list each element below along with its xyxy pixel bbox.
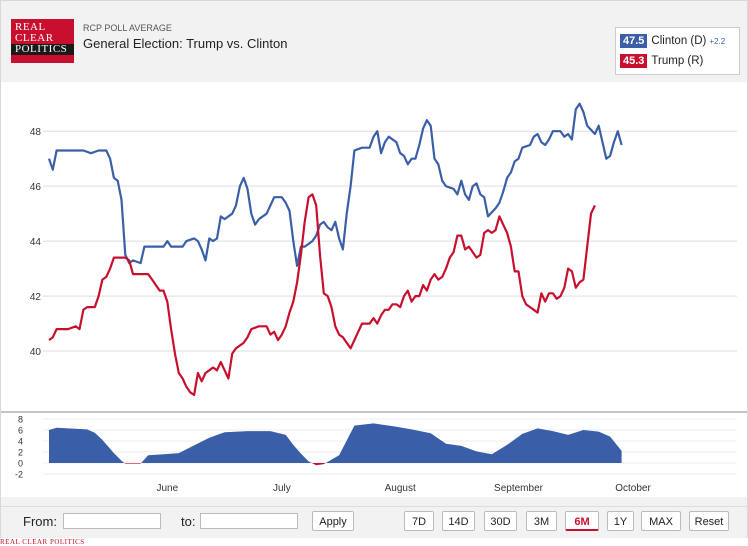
range-6m-button[interactable]: 6M	[565, 511, 599, 531]
y-tick-label: 46	[30, 182, 42, 193]
page-title: General Election: Trump vs. Clinton	[83, 36, 288, 51]
chart-legend: 47.5 Clinton (D) +2.2 45.3 Trump (R)	[615, 27, 740, 75]
x-tick-label: July	[273, 483, 291, 494]
spread-y-tick-label: -2	[15, 470, 23, 480]
legend-spread: +2.2	[709, 36, 726, 46]
legend-name-clinton: Clinton (D)	[651, 35, 707, 47]
y-tick-label: 44	[30, 237, 42, 248]
apply-button[interactable]: Apply	[312, 511, 354, 531]
to-label: to:	[181, 514, 196, 529]
range-1y-button[interactable]: 1Y	[607, 511, 634, 531]
from-label: From:	[23, 514, 57, 529]
range-max-button[interactable]: MAX	[641, 511, 681, 531]
spread-y-tick-label: 6	[18, 426, 23, 436]
spread-y-tick-label: 4	[18, 437, 23, 447]
x-tick-label: September	[494, 483, 544, 494]
y-tick-label: 42	[30, 292, 42, 303]
range-3m-button[interactable]: 3M	[526, 511, 557, 531]
spread-y-tick-label: 2	[18, 448, 23, 458]
legend-name-trump: Trump (R)	[651, 55, 704, 67]
range-14d-button[interactable]: 14D	[442, 511, 475, 531]
from-date-input[interactable]	[63, 513, 161, 529]
spread-area-clinton-lead	[49, 423, 622, 463]
legend-entry-clinton: 47.5 Clinton (D) +2.2	[620, 33, 725, 49]
credit-text: REAL CLEAR POLITICS	[0, 538, 85, 546]
range-30d-button[interactable]: 30D	[484, 511, 517, 531]
logo-line-2: CLEAR	[15, 32, 54, 44]
trump-series-line	[48, 193, 596, 397]
x-tick-label: August	[385, 483, 416, 494]
logo-line-3: POLITICS	[11, 44, 74, 55]
spread-y-tick-label: 8	[18, 415, 23, 425]
logo-line-1: REAL	[15, 21, 46, 33]
spread-y-tick-label: 0	[18, 459, 23, 469]
to-date-input[interactable]	[200, 513, 298, 529]
chart-kicker: RCP POLL AVERAGE	[83, 23, 172, 33]
range-7d-button[interactable]: 7D	[404, 511, 434, 531]
legend-value-clinton: 47.5	[620, 34, 648, 48]
x-tick-label: October	[615, 483, 651, 494]
clinton-series-line	[47, 102, 623, 267]
reset-button[interactable]: Reset	[689, 511, 729, 531]
x-tick-label: June	[156, 483, 178, 494]
chart-header: REAL CLEAR POLITICS RCP POLL AVERAGE Gen…	[1, 1, 747, 81]
range-controls: From: to: Apply 7D 14D 30D 3M 6M 1Y MAX …	[1, 506, 747, 538]
legend-value-trump: 45.3	[620, 54, 648, 68]
rcp-logo[interactable]: REAL CLEAR POLITICS	[11, 19, 74, 63]
y-tick-label: 40	[30, 347, 42, 358]
legend-entry-trump: 45.3 Trump (R)	[620, 53, 703, 69]
y-tick-label: 48	[30, 127, 42, 138]
